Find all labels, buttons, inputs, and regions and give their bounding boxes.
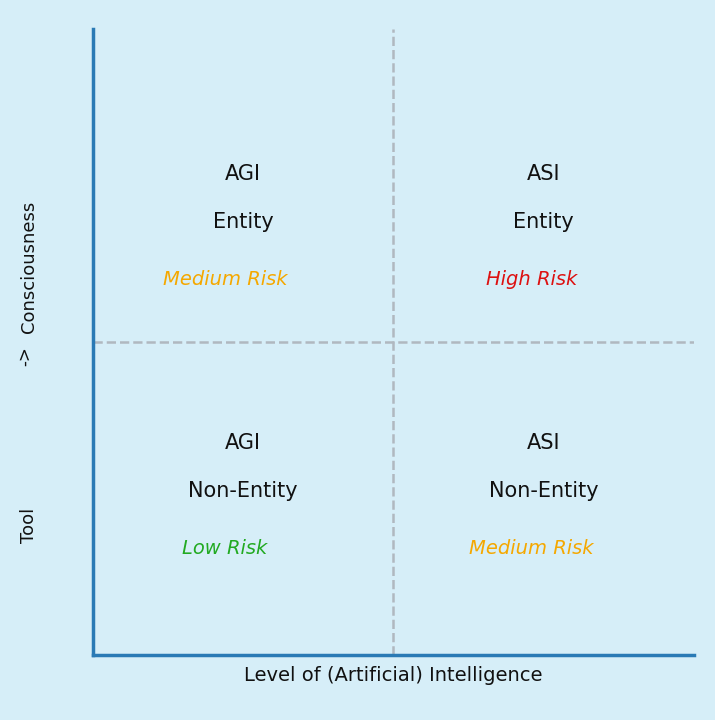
Text: Entity: Entity (513, 212, 573, 232)
Text: Non-Entity: Non-Entity (188, 481, 298, 501)
Text: Non-Entity: Non-Entity (488, 481, 598, 501)
Text: AGI: AGI (225, 164, 261, 184)
Text: Medium Risk: Medium Risk (469, 539, 593, 558)
Text: Entity: Entity (213, 212, 273, 232)
Text: AGI: AGI (225, 433, 261, 454)
Text: Low Risk: Low Risk (182, 539, 267, 558)
X-axis label: Level of (Artificial) Intelligence: Level of (Artificial) Intelligence (244, 666, 543, 685)
Text: ->: -> (16, 346, 34, 366)
Text: ASI: ASI (527, 433, 560, 454)
Text: Tool: Tool (19, 508, 38, 543)
Text: ASI: ASI (527, 164, 560, 184)
Text: High Risk: High Risk (485, 270, 577, 289)
Text: Consciousness: Consciousness (19, 200, 38, 333)
Text: Medium Risk: Medium Risk (163, 270, 287, 289)
